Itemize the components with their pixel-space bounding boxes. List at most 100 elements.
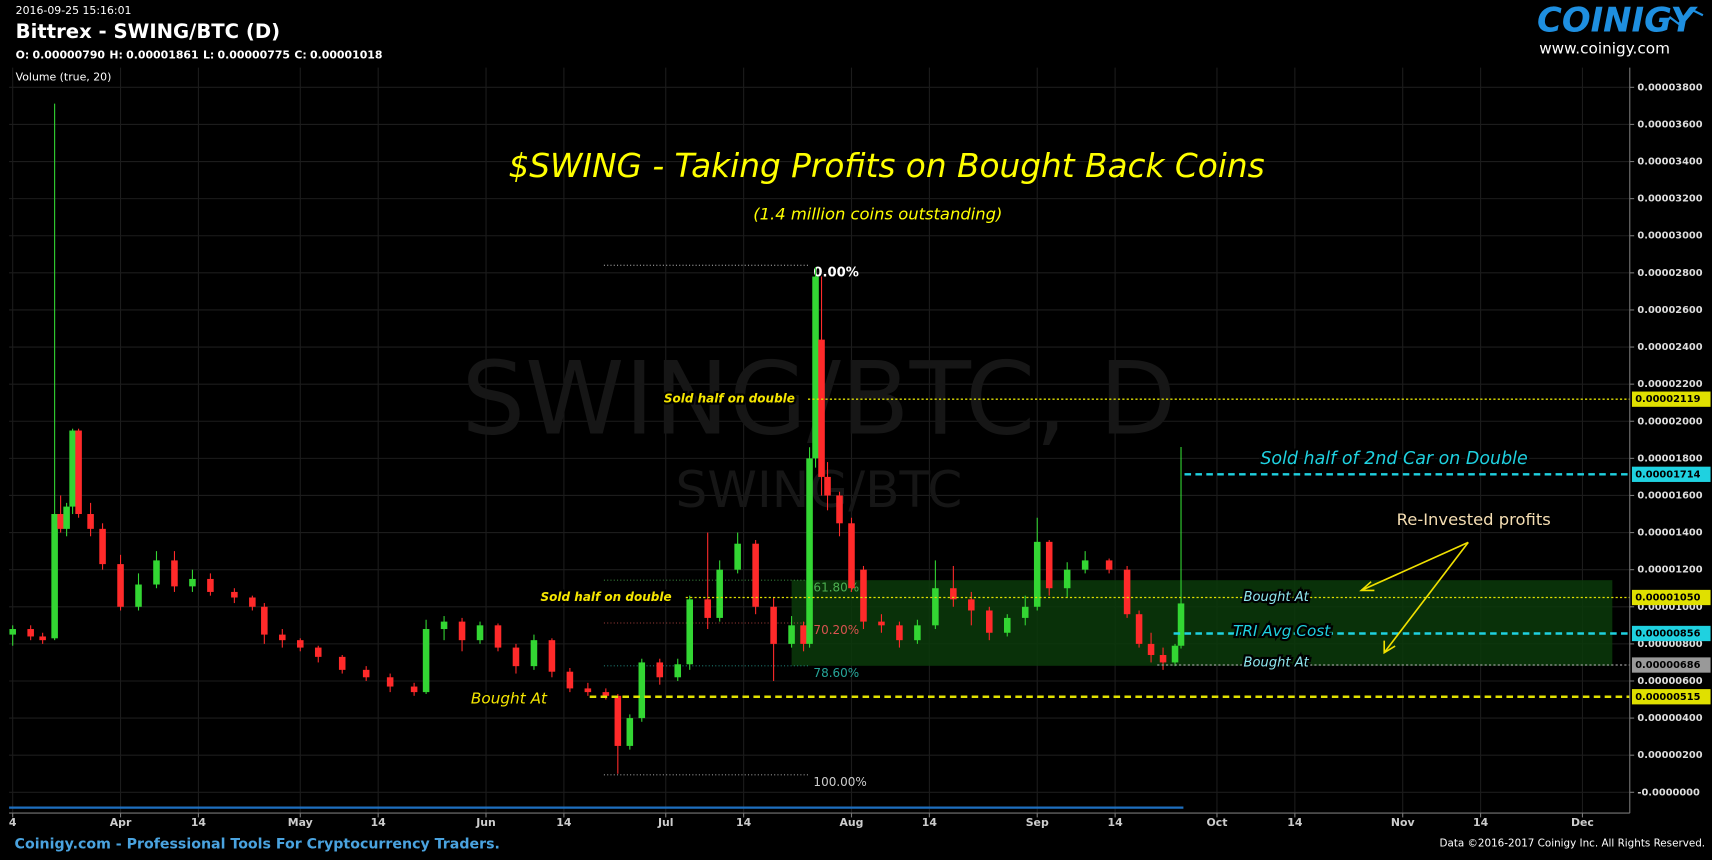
plot: Sold half on double Sold half of 2nd Car …: [9, 103, 1630, 774]
candle-body: [63, 506, 70, 529]
fib-label: 100.00%: [813, 775, 866, 789]
y-tick-label: 0.00002400: [1637, 342, 1702, 353]
candle-body: [494, 625, 502, 648]
footer-right: Data ©2016-2017 Coinigy Inc. All Rights …: [1440, 838, 1706, 850]
x-tick-label: 14: [191, 816, 207, 829]
candle-body: [69, 430, 76, 507]
candle-body: [836, 495, 843, 524]
y-tick-label: 0.00003800: [1637, 82, 1702, 93]
candle-body: [950, 588, 957, 600]
x-tick-label: Sep: [1026, 816, 1049, 829]
ohlc-value: 0.00001861: [126, 49, 198, 62]
candle-body: [968, 599, 975, 611]
y-tick-label: 0.00002800: [1637, 268, 1702, 279]
candle-body: [410, 686, 418, 693]
y-tick-label: 0.00001000: [1637, 602, 1702, 613]
logo-icon: [1658, 7, 1704, 32]
candle-body: [800, 625, 807, 644]
x-tick-label: 14: [556, 816, 572, 829]
candle-body: [338, 656, 346, 670]
candle-body: [75, 430, 82, 515]
arrow: [1360, 541, 1469, 592]
candle-body: [788, 625, 795, 644]
candle-body: [261, 606, 268, 635]
candle-body: [1171, 645, 1179, 663]
candle-body: [986, 610, 993, 633]
candle-body: [27, 629, 34, 637]
x-tick-label: Apr: [110, 816, 132, 829]
candle-body: [422, 629, 430, 693]
zone: 0.00% 61.80% 70.20% 78.60% 100.00%: [603, 264, 1613, 789]
x-tick-label: 14: [736, 816, 752, 829]
candle-body: [878, 621, 885, 626]
candle-body: [1063, 569, 1071, 589]
candle-body: [638, 662, 646, 719]
x-tick-label: Dec: [1571, 816, 1594, 829]
x-tick-label: 4: [9, 816, 17, 829]
x-tick-label: Nov: [1391, 816, 1415, 829]
y-tick-label: 0.00003400: [1637, 157, 1702, 168]
arrow: [1383, 541, 1469, 654]
candle-body: [39, 636, 46, 641]
x-tick-label: 14: [1108, 816, 1124, 829]
fib-label: 78.60%: [813, 666, 859, 680]
header: Bittrex - SWING/BTC (D): [16, 20, 281, 43]
fib-zone: [791, 580, 1613, 666]
arrow-head: [1359, 581, 1375, 592]
level-note: Sold half on double: [664, 392, 795, 406]
level-tag-label: 0.00002119: [1635, 394, 1700, 405]
candle-body: [806, 458, 813, 644]
candle-body: [896, 625, 903, 641]
level-tag-label: 0.00000515: [1635, 692, 1700, 703]
candle-body: [9, 629, 16, 635]
candle-body: [1135, 614, 1143, 644]
candle-body: [548, 640, 556, 672]
logo-url: www.coinigy.com: [1539, 40, 1670, 58]
x-tick-label: 14: [1287, 816, 1303, 829]
level-note: Sold half on double: [541, 590, 672, 604]
y-tick-label: 0.00003600: [1637, 119, 1702, 130]
y-tick-label: 0.00003200: [1637, 194, 1702, 205]
candle-body: [314, 647, 322, 657]
y-tick-label: -0.0000000: [1637, 787, 1700, 798]
ohlc-name: L:: [203, 49, 214, 62]
level-note: Bought At: [471, 689, 548, 707]
candle-body: [57, 514, 64, 529]
candle-body: [1177, 603, 1185, 646]
x-tick-label: Jun: [475, 816, 496, 829]
candle-body: [171, 560, 178, 587]
indicator-label: Volume (true, 20): [16, 70, 112, 83]
level-note: TRI Avg Cost: [1233, 622, 1331, 640]
level-tag-label: 0.00000856: [1635, 628, 1700, 639]
candle-body: [476, 625, 484, 641]
y-tick-label: 0.00001800: [1637, 453, 1702, 464]
candle-body: [362, 669, 370, 678]
fib-label: 61.80%: [813, 580, 859, 594]
chart-title: $SWING - Taking Profits on Bought Back C…: [508, 147, 1264, 185]
fib-label: 0.00%: [813, 265, 858, 280]
candle-body: [674, 664, 682, 678]
level-tag-label: 0.00000686: [1635, 660, 1700, 671]
candle-body: [566, 671, 574, 689]
candle-body: [812, 276, 819, 459]
candle-body: [1159, 655, 1167, 663]
ohlc-value: 0.00000790: [33, 49, 106, 62]
candle-body: [189, 578, 196, 587]
level-tag: [1631, 689, 1711, 705]
x-tick-label: 14: [1473, 816, 1489, 829]
timestamp: 2016-09-25 15:16:01: [16, 4, 132, 17]
candle-body: [530, 640, 538, 667]
x-tick-label: 14: [371, 816, 387, 829]
candle-body: [1003, 617, 1011, 633]
candle-body: [770, 606, 777, 644]
candle-body: [734, 543, 741, 570]
level-tag-label: 0.00001714: [1635, 469, 1700, 480]
candle-body: [860, 569, 867, 622]
candle-body: [249, 597, 256, 607]
y-tick-label: 0.00001200: [1637, 565, 1702, 576]
level-tag: [1631, 657, 1711, 673]
ohlc-value: 0.00001018: [310, 49, 382, 62]
candle-body: [99, 528, 106, 565]
